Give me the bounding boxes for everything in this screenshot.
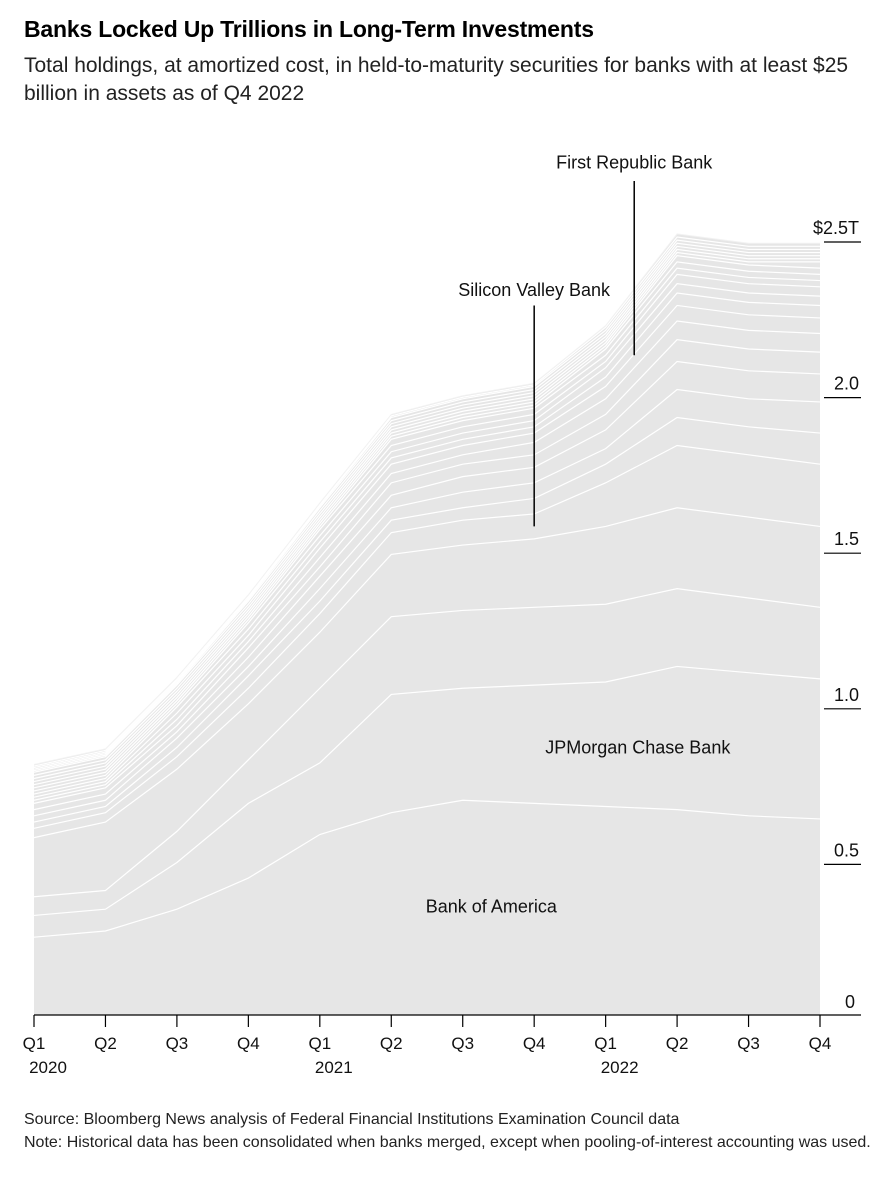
series-line-5 (33, 416, 821, 823)
y-tick-label-2.0: 2.0 (834, 374, 859, 394)
x-tick-label-11: Q4 (809, 1034, 832, 1053)
x-tick-label-3: Q4 (237, 1034, 260, 1053)
y-tick-label-0.5: 0.5 (834, 840, 859, 860)
x-tick-label-9: Q2 (666, 1034, 689, 1053)
series-line-11 (33, 292, 821, 795)
series-area-4 (34, 445, 820, 838)
series-area-3 (34, 507, 820, 897)
y-tick-label-1.0: 1.0 (834, 685, 859, 705)
series-line-22 (33, 236, 820, 767)
x-tick-label-8: Q1 (594, 1034, 617, 1053)
stacked-areas (34, 233, 820, 1015)
x-year-label-2020: 2020 (29, 1058, 67, 1077)
x-tick-label-6: Q3 (451, 1034, 474, 1053)
footnote: Note: Historical data has been consolida… (24, 1134, 871, 1151)
series-line-16 (33, 255, 821, 780)
chart-subtitle: Total holdings, at amortized cost, in he… (24, 54, 849, 105)
y-tick-label-$2.5T: $2.5T (813, 218, 859, 238)
series-line-18 (33, 248, 820, 773)
axes: Q1 Q2 Q3 Q4 Q1 Q2 Q3 Q4 Q1 Q2 Q3 Q4 2020 2021 2022 0 0.5… (23, 218, 861, 1077)
annotation-label-0: Bank of America (426, 896, 558, 916)
annotations: Bank of America JPMorgan Chase Bank Silico… (426, 153, 732, 917)
series-line-20 (33, 242, 820, 770)
chart: Q1 Q2 Q3 Q4 Q1 Q2 Q3 Q4 Q1 Q2 Q3 Q4 2020 2021 2022 0 0.5… (23, 153, 861, 1077)
series-line-23 (33, 233, 820, 765)
x-tick-label-2: Q3 (166, 1034, 189, 1053)
series-line-1 (33, 665, 821, 917)
series-area-1 (34, 666, 820, 938)
series-line-9 (33, 320, 821, 801)
y-tick-label-1.5: 1.5 (834, 529, 859, 549)
y-tick-label-0: 0 (845, 992, 855, 1012)
x-tick-label-7: Q4 (523, 1034, 546, 1053)
x-year-label-2022: 2022 (601, 1058, 639, 1077)
series-line-3 (33, 507, 821, 839)
series-line-8 (33, 339, 821, 804)
series-area-0 (34, 800, 820, 1015)
series-boundary-lines (33, 233, 821, 938)
annotation-label-3: First Republic Bank (556, 153, 713, 173)
series-line-21 (33, 239, 820, 769)
annotation-label-1: JPMorgan Chase Bank (545, 738, 731, 758)
x-year-label-2021: 2021 (315, 1058, 353, 1077)
source-note: Source: Bloomberg News analysis of Feder… (24, 1111, 680, 1128)
x-tick-label-10: Q3 (737, 1034, 760, 1053)
series-line-12 (33, 283, 821, 792)
annotation-label-2: Silicon Valley Bank (458, 280, 611, 300)
x-tick-label-0: Q1 (23, 1034, 46, 1053)
series-line-0 (33, 799, 821, 938)
series-line-14 (33, 267, 821, 786)
x-tick-label-4: Q1 (308, 1034, 331, 1053)
series-line-2 (33, 588, 821, 898)
series-area-2 (34, 588, 820, 916)
series-line-10 (33, 304, 821, 798)
series-line-15 (33, 261, 821, 783)
series-line-17 (33, 251, 820, 776)
chart-footer: Source: Bloomberg News analysis of Feder… (24, 1108, 874, 1154)
series-line-19 (33, 245, 820, 772)
chart-title: Banks Locked Up Trillions in Long-Term I… (24, 16, 594, 42)
series-line-4 (33, 444, 821, 829)
x-tick-label-5: Q2 (380, 1034, 403, 1053)
x-tick-label-1: Q2 (94, 1034, 117, 1053)
series-line-7 (33, 360, 821, 811)
series-line-6 (33, 388, 821, 817)
series-line-13 (33, 273, 821, 789)
